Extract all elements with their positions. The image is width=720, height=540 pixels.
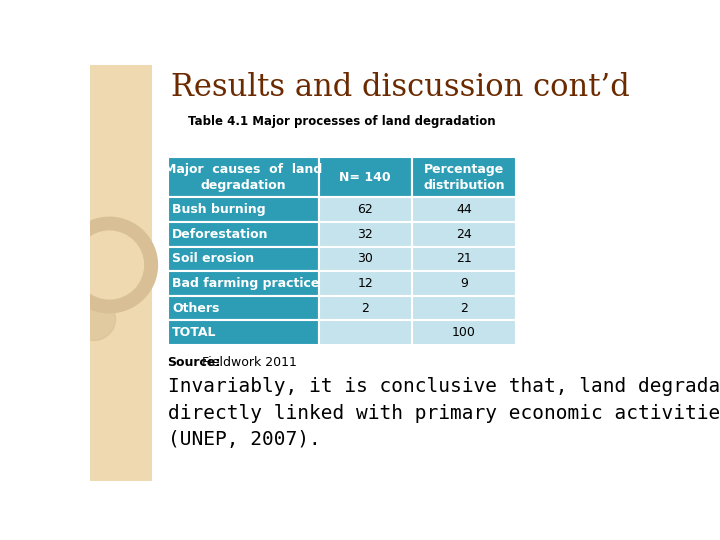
Text: 30: 30 (357, 252, 373, 265)
Text: 21: 21 (456, 252, 472, 265)
Bar (319, 222, 412, 247)
Bar (319, 296, 412, 320)
Bar (412, 271, 516, 296)
Text: Bad farming practice: Bad farming practice (172, 277, 320, 290)
Bar (319, 271, 412, 296)
Bar (412, 320, 516, 345)
Text: Results and discussion cont’d: Results and discussion cont’d (171, 72, 629, 103)
Bar (168, 157, 319, 197)
Bar (319, 247, 412, 271)
Text: 62: 62 (357, 203, 373, 216)
Text: Invariably, it is conclusive that, land degradation is
directly linked with prim: Invariably, it is conclusive that, land … (168, 377, 720, 449)
Text: 100: 100 (452, 326, 476, 339)
Bar (319, 157, 412, 197)
Bar (168, 271, 319, 296)
Circle shape (61, 217, 158, 313)
Circle shape (72, 298, 116, 340)
Text: Deforestation: Deforestation (172, 228, 269, 241)
Text: 44: 44 (456, 203, 472, 216)
Text: 2: 2 (361, 302, 369, 315)
Text: 2: 2 (460, 302, 468, 315)
Bar (412, 222, 516, 247)
Circle shape (76, 231, 143, 299)
Bar (168, 247, 319, 271)
Bar (168, 222, 319, 247)
Bar (412, 296, 516, 320)
Text: 12: 12 (357, 277, 373, 290)
Text: 32: 32 (357, 228, 373, 241)
Text: Fieldwork 2011: Fieldwork 2011 (199, 356, 297, 369)
Bar (168, 197, 319, 222)
Text: Source:: Source: (168, 356, 221, 369)
Text: Soil erosion: Soil erosion (172, 252, 254, 265)
Text: 9: 9 (460, 277, 468, 290)
Text: Percentage
distribution: Percentage distribution (423, 163, 505, 192)
Bar (319, 197, 412, 222)
Text: Bush burning: Bush burning (172, 203, 266, 216)
Bar (412, 197, 516, 222)
Bar (168, 320, 319, 345)
Bar (319, 320, 412, 345)
Text: N= 140: N= 140 (339, 171, 391, 184)
Bar (90, 65, 152, 481)
Text: TOTAL: TOTAL (172, 326, 217, 339)
Bar (412, 157, 516, 197)
Bar (412, 247, 516, 271)
Text: Table 4.1 Major processes of land degradation: Table 4.1 Major processes of land degrad… (188, 114, 495, 127)
Bar (168, 296, 319, 320)
Text: 24: 24 (456, 228, 472, 241)
Text: Others: Others (172, 302, 220, 315)
Text: Major  causes  of  land
degradation: Major causes of land degradation (164, 163, 322, 192)
